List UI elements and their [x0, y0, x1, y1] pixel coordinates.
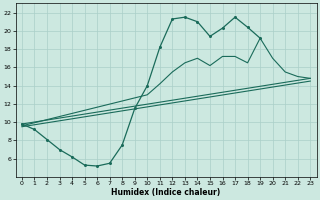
X-axis label: Humidex (Indice chaleur): Humidex (Indice chaleur) [111, 188, 221, 197]
